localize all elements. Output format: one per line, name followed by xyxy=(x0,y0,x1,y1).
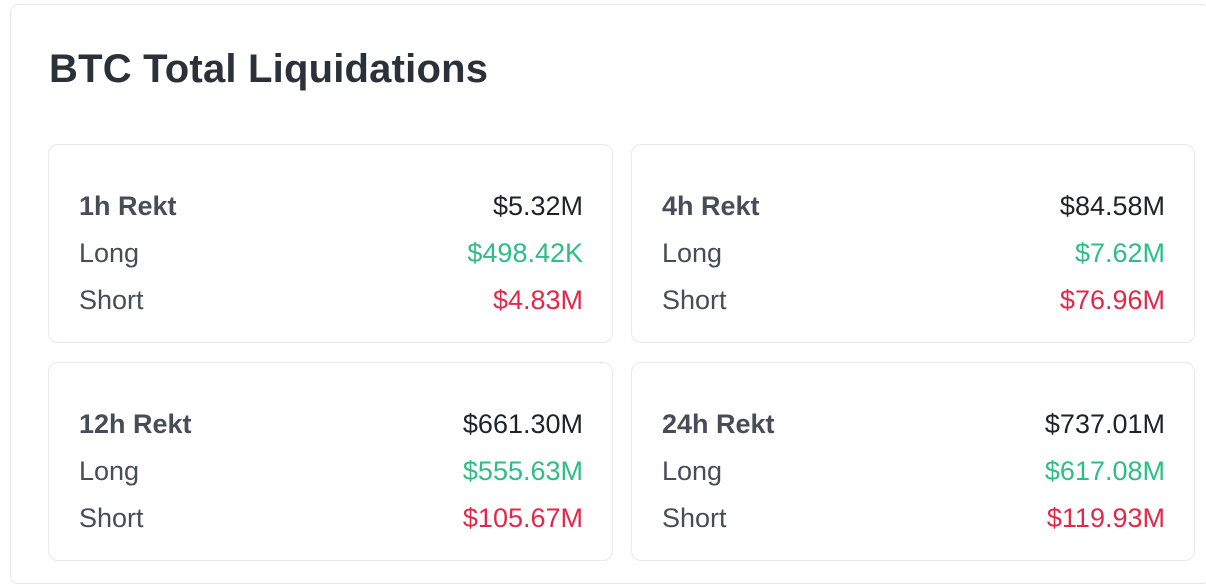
total-value: $661.30M xyxy=(462,409,583,439)
long-row: Long $555.63M xyxy=(79,448,583,495)
short-row: Short $105.67M xyxy=(79,495,583,542)
long-value: $7.62M xyxy=(1074,238,1165,268)
period-label: 1h Rekt xyxy=(79,191,177,221)
short-label: Short xyxy=(79,503,144,533)
long-label: Long xyxy=(662,456,723,486)
liquidation-cards-grid: 1h Rekt $5.32M Long $498.42K Short $4.83… xyxy=(48,144,1195,561)
card-header-row: 1h Rekt $5.32M xyxy=(79,183,583,230)
total-value: $737.01M xyxy=(1044,409,1165,439)
period-label: 12h Rekt xyxy=(79,409,192,439)
card-header-row: 4h Rekt $84.58M xyxy=(662,183,1165,230)
long-label: Long xyxy=(79,456,140,486)
liquidation-card-4h: 4h Rekt $84.58M Long $7.62M Short $76.96… xyxy=(631,144,1195,343)
total-value: $5.32M xyxy=(492,191,583,221)
short-value: $105.67M xyxy=(462,503,583,533)
period-label: 4h Rekt xyxy=(662,191,760,221)
period-label: 24h Rekt xyxy=(662,409,775,439)
total-value: $84.58M xyxy=(1059,191,1165,221)
long-row: Long $498.42K xyxy=(79,230,583,277)
short-label: Short xyxy=(662,285,727,315)
short-value: $76.96M xyxy=(1059,285,1165,315)
short-row: Short $119.93M xyxy=(662,495,1165,542)
liquidation-card-24h: 24h Rekt $737.01M Long $617.08M Short $1… xyxy=(631,362,1195,561)
liquidation-card-1h: 1h Rekt $5.32M Long $498.42K Short $4.83… xyxy=(48,144,613,343)
long-label: Long xyxy=(662,238,723,268)
short-row: Short $4.83M xyxy=(79,277,583,324)
liquidation-card-12h: 12h Rekt $661.30M Long $555.63M Short $1… xyxy=(48,362,613,561)
long-row: Long $617.08M xyxy=(662,448,1165,495)
card-header-row: 24h Rekt $737.01M xyxy=(662,401,1165,448)
short-label: Short xyxy=(662,503,727,533)
long-value: $498.42K xyxy=(467,238,583,268)
liquidations-panel: BTC Total Liquidations 1h Rekt $5.32M Lo… xyxy=(10,4,1206,584)
short-value: $119.93M xyxy=(1046,503,1165,533)
long-row: Long $7.62M xyxy=(662,230,1165,277)
card-header-row: 12h Rekt $661.30M xyxy=(79,401,583,448)
long-value: $555.63M xyxy=(462,456,583,486)
long-label: Long xyxy=(79,238,140,268)
short-value: $4.83M xyxy=(492,285,583,315)
long-value: $617.08M xyxy=(1044,456,1165,486)
short-label: Short xyxy=(79,285,144,315)
short-row: Short $76.96M xyxy=(662,277,1165,324)
panel-title: BTC Total Liquidations xyxy=(49,47,489,91)
